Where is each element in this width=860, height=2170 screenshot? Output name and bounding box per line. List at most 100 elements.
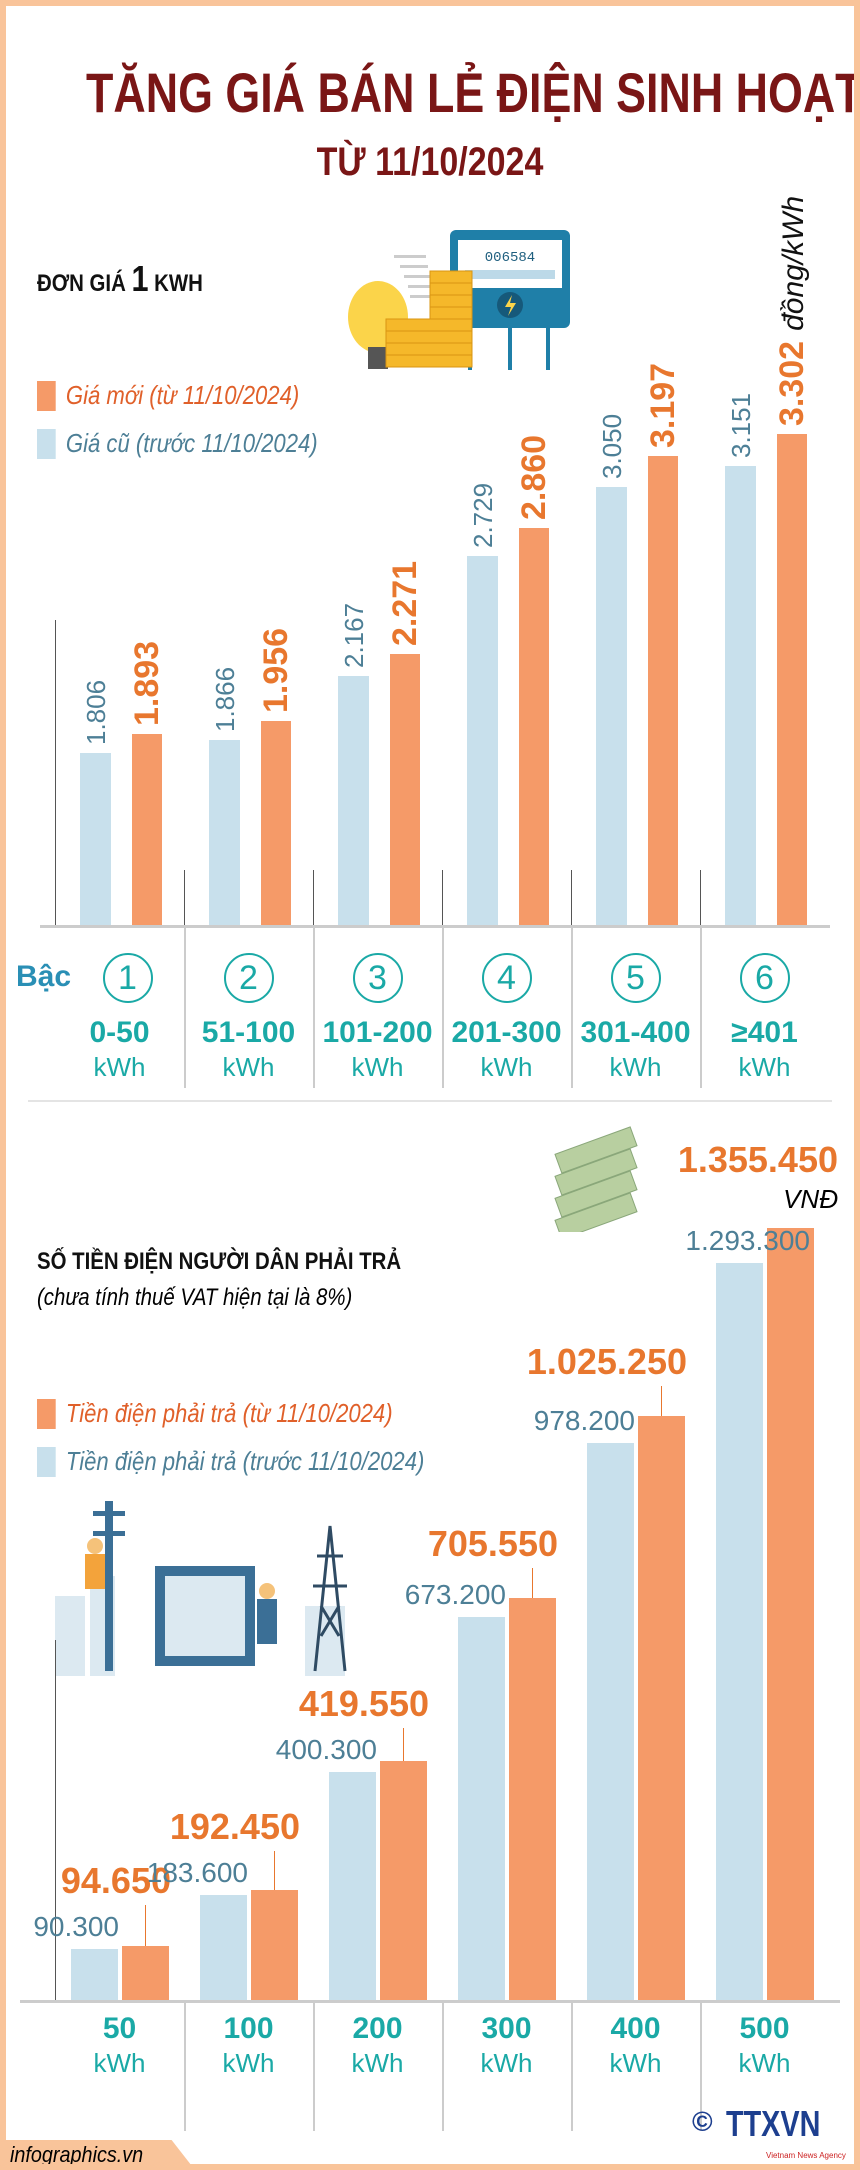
new-bill-bar — [638, 1416, 685, 2000]
legend2-swatch-new — [37, 1398, 56, 1429]
tick-mark — [700, 870, 701, 925]
tier-unit-label: kWh — [738, 1052, 791, 1082]
kwh-unit-label: kWh — [93, 2048, 146, 2078]
kwh-unit-label: kWh — [609, 2048, 662, 2078]
new-bill-label: 1.355.450 — [677, 1139, 838, 1180]
tier-unit-label: kWh — [480, 1052, 533, 1082]
ttxvn-logo-sub: Vietnam News Agency — [766, 2151, 846, 2160]
vnd-unit-label: VNĐ — [783, 1184, 838, 1214]
tier-range-label: 0-50 — [89, 1016, 150, 1049]
unit-label: đồng/kWh — [777, 195, 810, 331]
old-bill-label: 183.600 — [146, 1857, 248, 1889]
kwh-unit-label: kWh — [738, 2048, 791, 2078]
heading-text: ĐƠN GIÁ — [37, 270, 126, 297]
tier-separator — [700, 928, 702, 1088]
legend2-old-label: Tiền điện phải trả (trước 11/10/2024) — [65, 1446, 425, 1476]
old-price-label: 2.167 — [338, 602, 369, 668]
new-price-label: 2.271 — [386, 561, 424, 646]
legend2-old: Tiền điện phải trả (trước 11/10/2024) — [37, 1446, 424, 1477]
worker-icon — [87, 1538, 103, 1554]
old-price-label: 2.729 — [467, 482, 498, 548]
tick-mark — [184, 870, 185, 925]
old-price-bar — [209, 740, 240, 925]
old-bill-bar — [329, 1772, 376, 2000]
new-bill-label: 419.550 — [298, 1683, 429, 1724]
value-text: 1.806 — [80, 679, 111, 745]
old-price-bar — [596, 487, 627, 925]
legend2-swatch-old — [37, 1446, 56, 1477]
new-price-label: 3.302 đồng/kWh — [773, 195, 811, 425]
new-price-label: 3.197 — [644, 363, 682, 448]
value-text: 2.167 — [338, 602, 369, 668]
kwh-amount-label: 100 — [223, 2012, 274, 2045]
legend-new: Giá mới (từ 11/10/2024) — [37, 380, 299, 411]
old-bill-bar — [716, 1263, 763, 2000]
page-subtitle: TỪ 11/10/2024 — [316, 140, 544, 184]
column-separator — [571, 2003, 573, 2131]
ttxvn-logo: TTXVN — [726, 2103, 821, 2144]
meter-icon — [450, 230, 570, 370]
kwh-amount-label: 50 — [102, 2012, 137, 2045]
tier-unit-label: kWh — [609, 1052, 662, 1082]
new-price-bar — [261, 720, 291, 925]
tier-unit-label: kWh — [93, 1052, 146, 1082]
footer-site[interactable]: infographics.vn — [10, 2142, 144, 2167]
tick-mark — [313, 870, 314, 925]
old-bill-label: 90.300 — [33, 1910, 119, 1942]
y-axis — [55, 620, 56, 925]
heading-unit: KWH — [154, 270, 203, 297]
new-price-label: 1.956 — [257, 627, 295, 713]
tier-range-label: 201-300 — [451, 1016, 562, 1049]
tier-unit-label: kWh — [222, 1052, 275, 1082]
tier-separator — [184, 928, 186, 1088]
coins-icon — [385, 270, 473, 368]
new-bill-label: 1.025.250 — [526, 1341, 687, 1383]
kwh-amount-label: 200 — [352, 2012, 403, 2045]
value-text: 1.956 — [257, 627, 295, 713]
label-connector — [403, 1728, 404, 1762]
kwh-unit-label: kWh — [351, 2048, 404, 2078]
legend-old-label: Giá cũ (trước 11/10/2024) — [65, 428, 318, 458]
column-separator — [184, 2003, 186, 2131]
old-bill-label: 1.293.300 — [685, 1225, 810, 1257]
value-text: 1.866 — [209, 667, 240, 733]
tier-separator — [313, 928, 315, 1088]
new-bill-bar — [251, 1890, 298, 2000]
x-axis — [20, 2000, 840, 2003]
new-price-label: 1.893 — [128, 641, 166, 726]
tier-separator — [442, 928, 444, 1088]
tier-number-circle: 5 — [610, 953, 661, 1003]
section2-heading: SỐ TIỀN ĐIỆN NGƯỜI DÂN PHẢI TRẢ — [37, 1248, 402, 1275]
tier-number-circle: 1 — [102, 953, 153, 1003]
kwh-unit-label: kWh — [480, 2048, 533, 2078]
legend-swatch-old — [37, 428, 56, 459]
old-bill-label: 978.200 — [533, 1404, 635, 1436]
new-price-bar — [777, 433, 807, 925]
legend-swatch-new — [37, 380, 56, 411]
value-text: 3.050 — [596, 414, 627, 480]
kwh-amount-label: 500 — [739, 2012, 790, 2045]
new-price-bar — [648, 455, 678, 925]
section2-note: (chưa tính thuế VAT hiện tại là 8%) — [37, 1284, 353, 1311]
new-price-bar — [132, 734, 162, 925]
page-title: TĂNG GIÁ BÁN LẺ ĐIỆN SINH HOẠT — [86, 61, 860, 124]
old-price-bar — [338, 675, 369, 925]
tier-number-circle: 4 — [481, 953, 532, 1003]
meter-illustration: 006584 — [348, 230, 570, 370]
city-skyline-icon — [55, 1576, 345, 1676]
old-bill-bar — [587, 1442, 634, 2000]
tier-range-label: 101-200 — [322, 1016, 433, 1049]
column-separator — [700, 2003, 702, 2131]
old-price-bar — [467, 555, 498, 925]
tick-mark — [571, 870, 572, 925]
old-bill-label: 673.200 — [404, 1578, 506, 1610]
legend2-new-label: Tiền điện phải trả (từ 11/10/2024) — [65, 1398, 393, 1428]
old-bill-bar — [200, 1895, 247, 2000]
tier-separator — [571, 928, 573, 1088]
label-connector — [145, 1904, 146, 1947]
speed-lines-icon — [394, 255, 432, 298]
value-text: 2.729 — [467, 482, 498, 548]
tier-range-label: ≥401 — [731, 1016, 798, 1049]
old-price-label: 3.151 — [726, 393, 756, 458]
new-bill-bar — [380, 1761, 427, 2000]
